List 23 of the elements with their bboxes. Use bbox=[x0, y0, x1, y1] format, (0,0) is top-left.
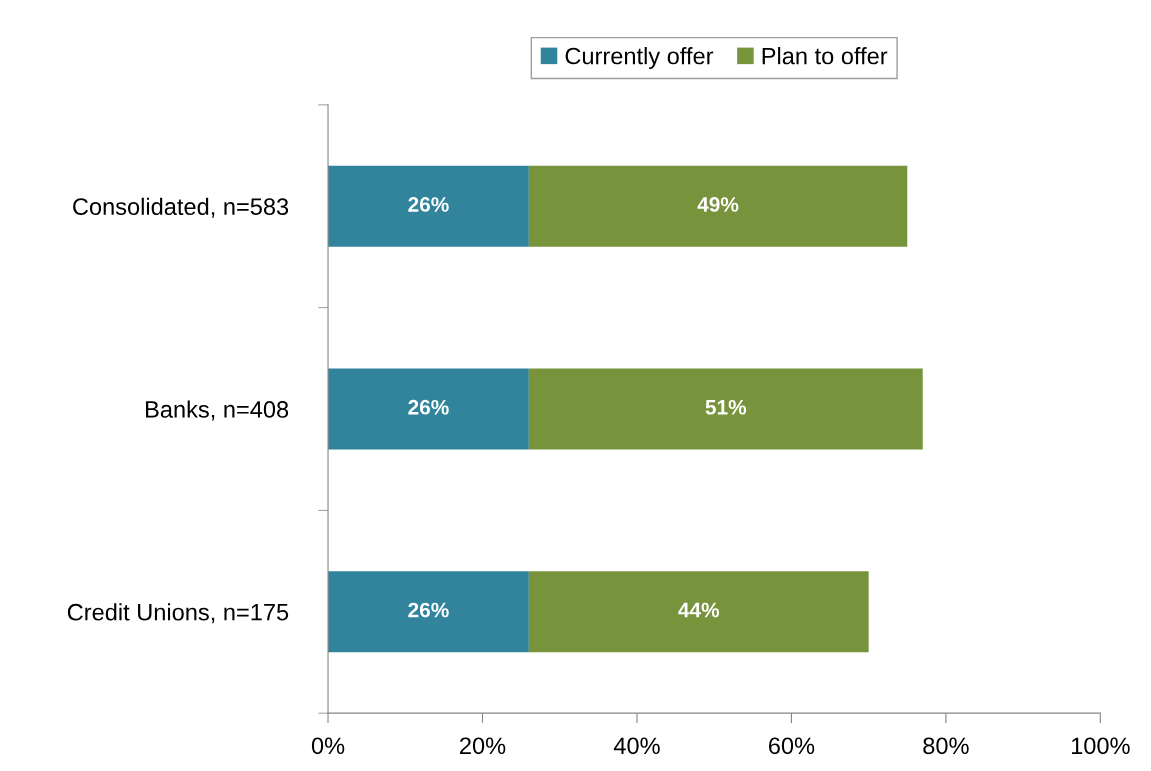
bar bbox=[328, 571, 529, 653]
bar bbox=[528, 165, 908, 247]
x-tick-label: 100% bbox=[1071, 737, 1130, 755]
x-tick-label: 80% bbox=[923, 737, 969, 755]
legend-label: Currently offer bbox=[565, 47, 714, 70]
y-tick-label: Consolidated, n=583 bbox=[73, 197, 289, 218]
data-label: 26% bbox=[408, 602, 449, 618]
bar bbox=[528, 368, 923, 450]
bar bbox=[528, 571, 869, 653]
data-label: 49% bbox=[697, 197, 739, 212]
y-tick-label: Banks, n=408 bbox=[146, 400, 289, 421]
x-tick-label: 20% bbox=[460, 737, 506, 755]
x-tick-label: 60% bbox=[769, 737, 815, 755]
bar bbox=[328, 368, 529, 450]
x-tick-label: 0% bbox=[311, 737, 345, 755]
bar bbox=[328, 165, 529, 247]
data-label: 26% bbox=[408, 399, 449, 415]
data-label: 44% bbox=[678, 602, 720, 618]
x-tick-label: 40% bbox=[613, 737, 660, 755]
y-tick-label: Credit Unions, n=175 bbox=[67, 603, 289, 624]
legend-label: Plan to offer bbox=[762, 47, 888, 65]
data-label: 51% bbox=[705, 399, 747, 415]
data-label: 26% bbox=[408, 197, 449, 212]
